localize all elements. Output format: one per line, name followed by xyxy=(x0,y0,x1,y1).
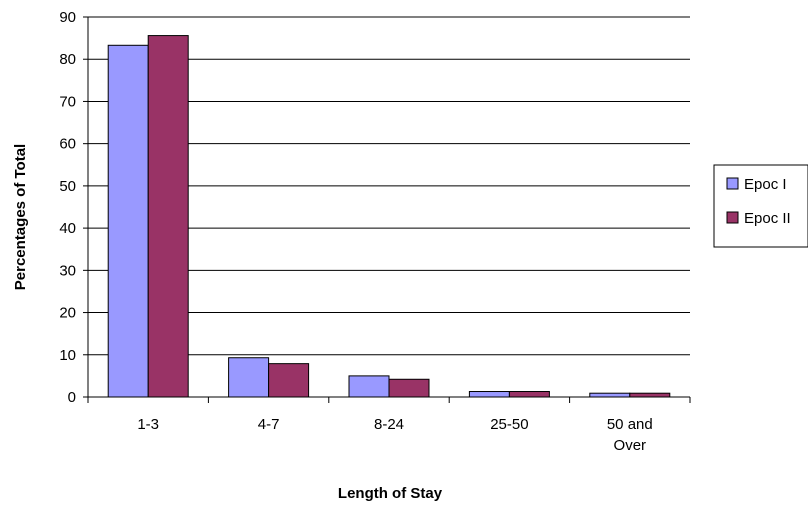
bar-epoc-ii xyxy=(388,378,430,398)
x-tick-label: 1-3 xyxy=(137,416,159,433)
y-tick-label: 10 xyxy=(59,347,76,364)
y-tick-label: 60 xyxy=(59,136,76,153)
y-axis-title: Percentages of Total xyxy=(12,144,29,290)
bar-epoc-i xyxy=(348,375,390,398)
y-tick-label: 50 xyxy=(59,178,76,195)
legend-swatch xyxy=(726,211,739,224)
x-tick-label: 8-24 xyxy=(374,416,404,433)
bar-epoc-i xyxy=(468,391,510,398)
x-axis-title: Length of Stay xyxy=(338,485,443,502)
bars xyxy=(107,35,671,398)
bar-epoc-ii xyxy=(629,392,671,398)
x-tick-label: Over xyxy=(614,437,647,454)
legend-swatch xyxy=(726,177,739,190)
y-tick-label: 30 xyxy=(59,262,76,279)
y-tick-label: 20 xyxy=(59,305,76,322)
x-tick-label: 50 and xyxy=(607,416,653,433)
x-tick-label: 25-50 xyxy=(490,416,528,433)
bar-epoc-ii xyxy=(147,35,189,398)
x-axis-ticks: 1-3 4-7 8-24 25-50 50 and Over xyxy=(87,397,691,454)
legend-label: Epoc I xyxy=(744,176,787,193)
x-tick-label: 4-7 xyxy=(258,416,280,433)
y-tick-label: 40 xyxy=(59,220,76,237)
y-tick-label: 0 xyxy=(68,389,76,406)
bar-epoc-ii xyxy=(508,391,550,398)
bar-epoc-ii xyxy=(268,363,310,398)
y-axis-ticks: 0 10 20 30 40 50 60 70 80 90 xyxy=(59,9,88,406)
bar-epoc-i xyxy=(107,44,149,398)
bar-epoc-i xyxy=(589,392,631,398)
y-tick-label: 70 xyxy=(59,93,76,110)
bar-epoc-i xyxy=(228,357,270,398)
y-tick-label: 80 xyxy=(59,51,76,68)
legend-label: Epoc II xyxy=(744,210,791,227)
legend: Epoc I Epoc II xyxy=(713,164,808,248)
y-tick-label: 90 xyxy=(59,9,76,26)
